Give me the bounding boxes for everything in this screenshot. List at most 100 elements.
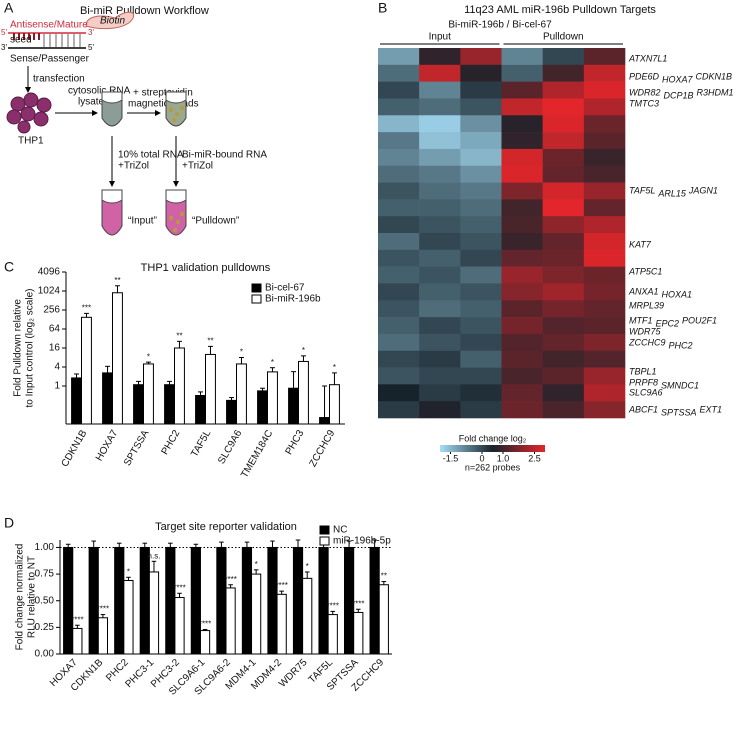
heatmap-cell <box>501 64 543 82</box>
pulldown-tube-label: “Pulldown” <box>192 216 239 227</box>
x-tick-label: HOXA7 <box>94 428 121 463</box>
pulldown-step: +TriZol <box>182 161 213 172</box>
biotin-label: Biotin <box>100 16 125 27</box>
significance-label: **** <box>97 605 109 614</box>
gene-label: HOXA7 <box>662 74 694 84</box>
input-step: 10% total RNA <box>118 150 184 161</box>
heatmap-cell <box>460 367 502 385</box>
heatmap-cell <box>378 165 420 183</box>
heatmap-cell <box>501 182 543 200</box>
heatmap-cell <box>460 249 502 267</box>
gene-label: TMTC3 <box>629 98 659 108</box>
heatmap-cell <box>378 48 420 66</box>
gene-label: R3HDM1 <box>697 87 734 97</box>
y-tick-label: 0.25 <box>35 622 55 633</box>
lysate-label: cytosolic RNA <box>68 86 131 97</box>
x-tick-label: PHC3 <box>284 428 307 457</box>
heatmap-cell <box>378 115 420 133</box>
biotin-tag <box>85 11 135 30</box>
gene-label: PRPF8 <box>629 377 658 387</box>
bar <box>369 546 380 655</box>
heatmap-cell <box>460 233 502 251</box>
gene-label: MRPL39 <box>629 300 664 310</box>
heatmap-cell <box>583 199 626 217</box>
heatmap-cell <box>419 350 461 368</box>
significance-label: ** <box>114 276 120 285</box>
heatmap-cell <box>378 266 420 284</box>
heatmap-cell <box>378 249 420 267</box>
bar <box>102 372 114 425</box>
tube <box>101 195 123 236</box>
colorbar-tick-label: 0 <box>479 453 484 463</box>
significance-label: * <box>147 352 150 361</box>
gene-label: ZCCHC9 <box>628 337 666 347</box>
bar <box>276 593 287 655</box>
heatmap-cell <box>501 81 543 99</box>
x-tick-label: TMEM184C <box>239 428 275 480</box>
heatmap-cell <box>501 333 543 352</box>
significance-label: ** <box>381 572 387 581</box>
heatmap-cell <box>501 148 543 167</box>
legend-swatch <box>319 536 330 546</box>
heatmap-cell <box>542 115 585 133</box>
heatmap-cell <box>460 148 502 167</box>
chart-title: Target site reporter validation <box>155 521 297 533</box>
bar <box>72 627 83 655</box>
heatmap-cell <box>378 283 420 301</box>
heatmap-cell <box>542 333 585 352</box>
heatmap-cell <box>501 233 543 251</box>
bar <box>251 573 262 655</box>
significance-label: n.s. <box>148 551 161 560</box>
heatmap-cell <box>460 115 502 133</box>
heatmap-cell <box>419 132 461 150</box>
colorbar-tick-label: 1.0 <box>497 453 510 463</box>
bar <box>165 546 176 655</box>
heatmap-cell <box>501 283 543 301</box>
gene-label: HOXA1 <box>662 289 693 299</box>
heatmap-cell <box>460 48 502 66</box>
heatmap-cell <box>460 283 502 301</box>
bar <box>292 546 304 655</box>
gene-label: ATXN7L1 <box>628 53 667 63</box>
heatmap-cell <box>460 401 502 419</box>
heatmap-cell <box>542 249 585 267</box>
bar <box>190 546 201 655</box>
bar <box>267 546 278 655</box>
thp1-cells <box>6 92 52 134</box>
gene-label: EXT1 <box>700 404 723 414</box>
heatmap-cell <box>460 216 502 234</box>
heatmap-cell <box>460 165 502 183</box>
heatmap-cell <box>378 367 420 385</box>
prime-label: 3' <box>88 28 94 37</box>
heatmap-cell <box>542 233 585 251</box>
x-tick-label: ZCCHC9 <box>308 428 338 469</box>
colorbar-note: n=262 probes <box>465 462 521 472</box>
significance-label: * <box>271 358 274 367</box>
heatmap-cell <box>460 98 502 116</box>
heatmap-cell <box>460 266 502 284</box>
heatmap-cell <box>419 64 461 82</box>
significance-label: * <box>255 560 258 569</box>
panel-label: D <box>4 515 14 531</box>
heatmap-cell <box>419 98 461 116</box>
bar <box>97 617 109 655</box>
heatmap-cell <box>501 98 543 116</box>
bar <box>143 363 154 425</box>
bar <box>236 363 247 425</box>
bar <box>241 546 253 655</box>
significance-label: **** <box>173 583 185 592</box>
gene-label: MTF1 <box>629 315 653 325</box>
heatmap-cell <box>501 384 543 402</box>
bar <box>139 546 150 655</box>
heatmap-cell <box>419 216 461 234</box>
heatmap-cell <box>583 300 626 318</box>
heatmap-cell <box>460 64 502 82</box>
legend-label: Bi-miR-196b <box>265 294 321 305</box>
heatmap-cell <box>419 401 461 419</box>
heatmap-cell <box>501 249 543 267</box>
heatmap-cell <box>542 300 585 318</box>
heatmap-cell <box>378 216 420 234</box>
x-tick-label: PHC2 <box>160 428 183 457</box>
gene-label: TAF5L <box>629 185 655 195</box>
